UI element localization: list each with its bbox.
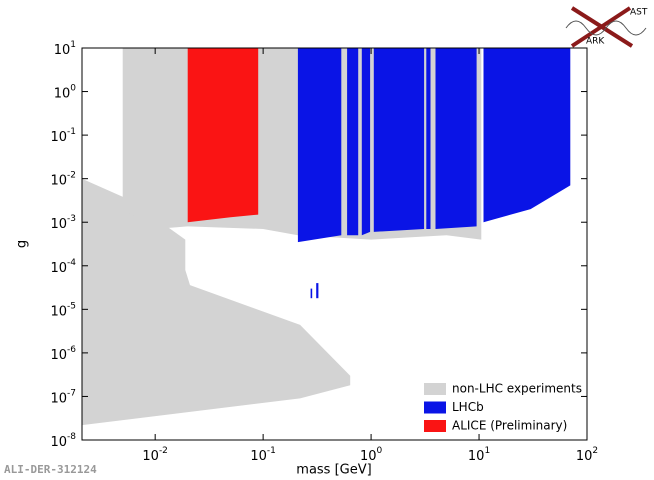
tick-exponent: 1 [70,40,76,50]
region [310,288,313,299]
region [297,48,342,243]
tick-base: 10 [50,260,67,275]
tick-base: 10 [250,449,267,464]
tick-base: 10 [50,304,67,319]
tick-label: 10-1 [250,446,276,464]
tick-exponent: -5 [67,301,76,311]
tick-exponent: 0 [376,446,382,456]
tick-label: 102 [576,446,598,464]
footer: ALI-DER-312124 [4,463,97,476]
region [426,48,431,229]
legend-label: ALICE (Preliminary) [452,419,567,433]
tick-exponent: 1 [484,446,490,456]
tick-base: 10 [50,173,67,188]
tick-base: 10 [360,449,377,464]
y-axis-label: g [15,240,30,248]
tick-label: 10-8 [50,432,76,450]
region [316,283,319,299]
tick-exponent: -7 [67,388,76,398]
legend-label: LHCb [452,400,484,414]
region [347,48,359,236]
tick-base: 10 [54,43,71,58]
tick-base: 10 [468,449,485,464]
tick-label: 10-2 [142,446,168,464]
tick-label: 10-3 [50,214,76,232]
plot-frame [81,47,588,441]
tick-base: 10 [54,86,71,101]
logo-text: AST [630,8,648,18]
tick-exponent: 2 [592,446,598,456]
tick-label: 10-7 [50,388,76,406]
tick-exponent: -2 [159,446,168,456]
legend-swatch [424,401,446,414]
legend-swatch [424,383,446,395]
tick-exponent: 0 [70,83,76,93]
tick-base: 10 [50,435,67,450]
legend-swatch [424,420,446,432]
tick-exponent: -6 [67,344,76,354]
region [187,48,259,223]
tick-base: 10 [50,217,67,232]
tick-label: 10-1 [50,127,76,145]
logo-text: ARK [586,37,605,47]
tick-exponent: -4 [67,257,76,267]
tick-label: 100 [360,446,383,464]
tick-exponent: -8 [67,432,76,442]
tick-label: 10-2 [50,170,76,188]
tick-label: 10-4 [50,257,76,275]
tick-base: 10 [142,449,159,464]
region [483,48,571,223]
region [82,178,351,426]
x-axis-label: mass [GeV] [296,463,371,478]
region [435,48,477,229]
tick-label: 100 [54,83,77,101]
region [361,48,371,236]
tick-exponent: -1 [267,446,276,456]
legend-label: non-LHC experiments [452,382,582,396]
tick-base: 10 [50,130,67,145]
region [373,48,425,232]
tick-base: 10 [50,391,67,406]
logo: AST ARK [565,6,648,48]
tick-exponent: -2 [67,170,76,180]
tick-label: 101 [468,446,490,464]
tick-exponent: -3 [67,214,76,224]
tick-label: 101 [54,40,76,58]
tick-label: 10-6 [50,344,76,362]
tick-label: 10-5 [50,301,76,319]
tick-base: 10 [50,347,67,362]
tick-exponent: -1 [67,127,76,137]
tick-base: 10 [576,449,593,464]
